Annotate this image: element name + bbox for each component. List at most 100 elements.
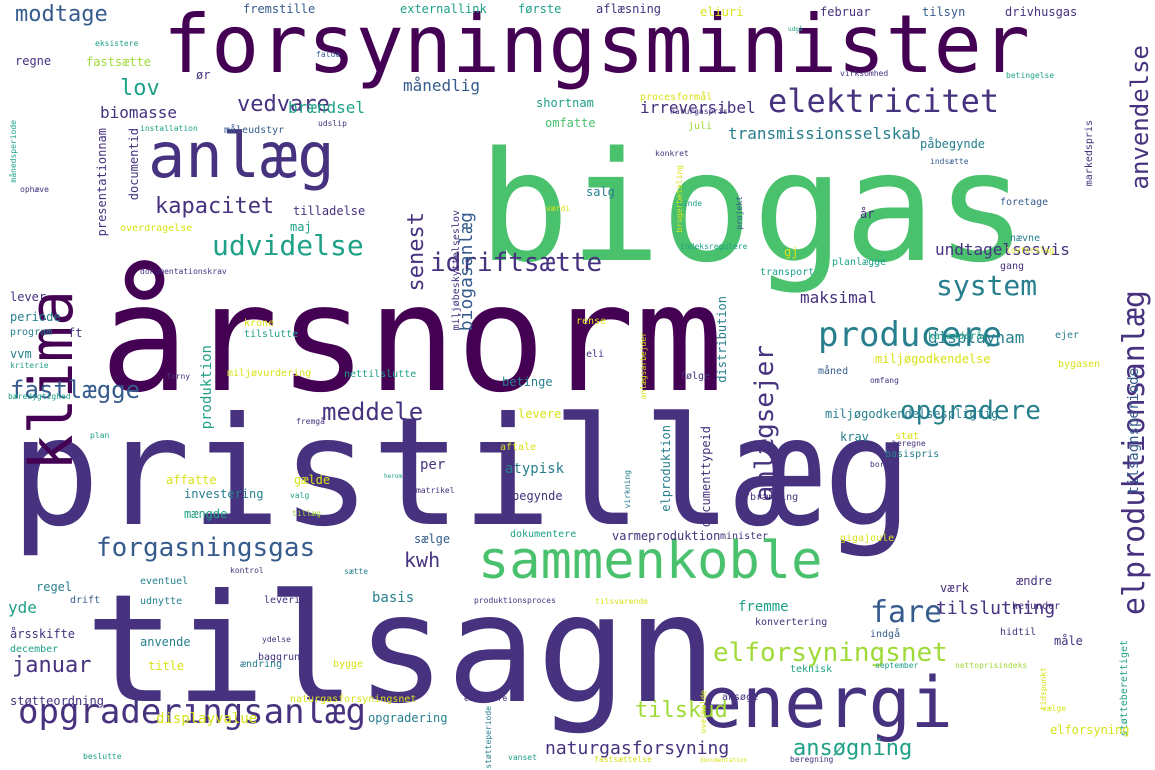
word-sammenkoble: sammenkoble	[478, 531, 823, 591]
word-shortnam: shortnam	[536, 96, 594, 110]
word-falde: falde	[316, 50, 341, 59]
word-basispris: basispris	[885, 449, 940, 460]
word-aflaesning: aflæsning	[596, 2, 662, 16]
word-fremgaa: fremgå	[296, 417, 325, 426]
word-pristillaeg: pristillæg	[10, 386, 914, 560]
word-maksimal: maksimal	[800, 288, 878, 307]
word-overdragelse: overdragelse	[120, 223, 193, 234]
word-vaelge: vælge	[1042, 704, 1067, 713]
word-naevne: nævne	[1010, 233, 1041, 244]
word-elproduktion: elproduktion	[659, 425, 673, 512]
word-lov: lov	[120, 76, 160, 101]
word-elforsyningsnet: elforsyningsnet	[713, 638, 948, 668]
word-afbraending: afbrænding	[738, 492, 799, 503]
word-vvm: vvm	[10, 347, 32, 361]
word-kwh: kwh	[404, 548, 441, 572]
word-externallink: externallink	[400, 2, 487, 16]
word-irreversibel: irreversibel	[640, 98, 756, 117]
word-modtage: modtage	[15, 2, 108, 27]
word-tilskud: tilskud	[635, 698, 728, 723]
word-varmeproduktion: varmeproduktion	[612, 529, 721, 543]
word-produktion: produktion	[199, 345, 215, 430]
word-transmissionsselskab: transmissionsselskab	[728, 124, 921, 143]
word-paabegynde: påbegynde	[920, 137, 986, 151]
word-vedvare: vedvare	[237, 92, 330, 117]
word-foerste: første	[518, 2, 562, 16]
word-ft: ft	[68, 326, 83, 340]
word-tilslutning: tilslutning	[936, 598, 1056, 619]
word-forsyningsminister: forsyningsminister	[163, 0, 1030, 91]
word-eliuri: eliuri	[700, 5, 744, 19]
word-stoetteordning: støtteordning	[10, 694, 104, 708]
word-per: per	[420, 457, 446, 473]
word-gj: gj	[784, 245, 799, 259]
word-gigajoule: gigajoule	[840, 533, 895, 544]
word-tilsyn: tilsyn	[922, 5, 966, 19]
word-periode: periode	[10, 310, 61, 324]
word-elforsyning: elforsyning	[1050, 723, 1130, 737]
word-baggrund: baggrund	[258, 652, 307, 663]
word-ophaeve: ophæve	[20, 185, 49, 194]
word-ejer: ejer	[1055, 330, 1080, 341]
word-biomasse: biomasse	[100, 103, 178, 122]
word-ansoege: ansøge	[722, 692, 759, 703]
word-aar: år	[860, 207, 875, 221]
word-investering: investering	[184, 487, 264, 501]
word-udgaa: udgå	[788, 26, 803, 33]
word-naturgaspris: naturgaspris	[670, 107, 728, 116]
word-tillaeg: tillæg	[292, 509, 321, 518]
word-producere: producere	[818, 315, 1003, 355]
word-system: system	[936, 269, 1038, 302]
word-indeksregulere: indeksregulere	[680, 242, 748, 251]
word-meddele: meddele	[322, 398, 424, 426]
word-anlaegsejer: anlægsejer	[750, 345, 780, 502]
word-tilsagn: tilsagn	[85, 563, 718, 737]
word-biogas: biogas	[478, 119, 1028, 296]
word-projekt: projekt	[735, 196, 744, 230]
word-udvidelse: udvidelse	[212, 229, 364, 262]
word-valg: valg	[290, 491, 310, 500]
word-salg: salg	[586, 185, 615, 199]
word-brugerbetaling: brugerbetaling	[675, 165, 684, 233]
word-anvendelse: anvendelse	[1126, 45, 1154, 190]
word-opgraderingsanlaeg: opgraderingsanlæg	[18, 692, 366, 732]
word-documenttypeid: documenttypeid	[699, 426, 713, 528]
word-forny: forny	[166, 372, 191, 381]
word-lever: lever	[10, 290, 47, 304]
word-krone: krone	[244, 318, 275, 329]
word-betingelse: betingelse	[1006, 71, 1055, 80]
word-gaelde: gælde	[294, 473, 331, 487]
word-foretage: foretage	[1000, 197, 1049, 208]
word-saette: sætte	[344, 567, 369, 576]
word-affatte: affatte	[166, 473, 217, 487]
word-maj: maj	[290, 220, 312, 234]
word-miljoegodkendelsespligtig: miljøgodkendelsespligtig	[825, 407, 999, 421]
word-presentationnam: presentationnam	[95, 128, 109, 237]
word-aendring: ændring	[240, 659, 283, 670]
word-gang: gang	[1000, 261, 1025, 272]
word-binde: binde	[678, 199, 703, 208]
word-betinge: betinge	[502, 375, 553, 389]
word-dokumentere: dokumentere	[510, 529, 577, 540]
word-forgasningsgas: forgasningsgas	[96, 533, 316, 563]
word-opgradere: opgradere	[900, 396, 1041, 426]
word-eksistere: eksistere	[95, 39, 139, 48]
word-tilslutte: tilslutte	[244, 329, 299, 340]
word-ansoegning: ansøgning	[793, 736, 913, 761]
word-virksomhed: virksomhed	[840, 69, 889, 78]
word-maengde: mængde	[184, 507, 228, 521]
word-installation: installation	[140, 124, 198, 133]
word-herom: herom	[384, 473, 403, 480]
word-maanedsperiode: månedsperiode	[9, 120, 18, 183]
word-kontrol: kontrol	[230, 566, 264, 575]
word-rense: rense	[576, 316, 607, 327]
word-procesformaal: procesformål	[640, 92, 713, 103]
word-stoetteperiode: støtteperiode	[484, 706, 493, 769]
word-stoetteberettiget: støtteberettiget	[1119, 640, 1130, 737]
word-beregning: beregning	[790, 755, 834, 764]
word-fremstille: fremstille	[243, 2, 316, 16]
word-distribution: distribution	[715, 296, 729, 383]
word-lovforslag: lovforslag	[1006, 246, 1055, 255]
word-title: title	[148, 659, 185, 673]
word-fare: fare	[870, 595, 943, 630]
